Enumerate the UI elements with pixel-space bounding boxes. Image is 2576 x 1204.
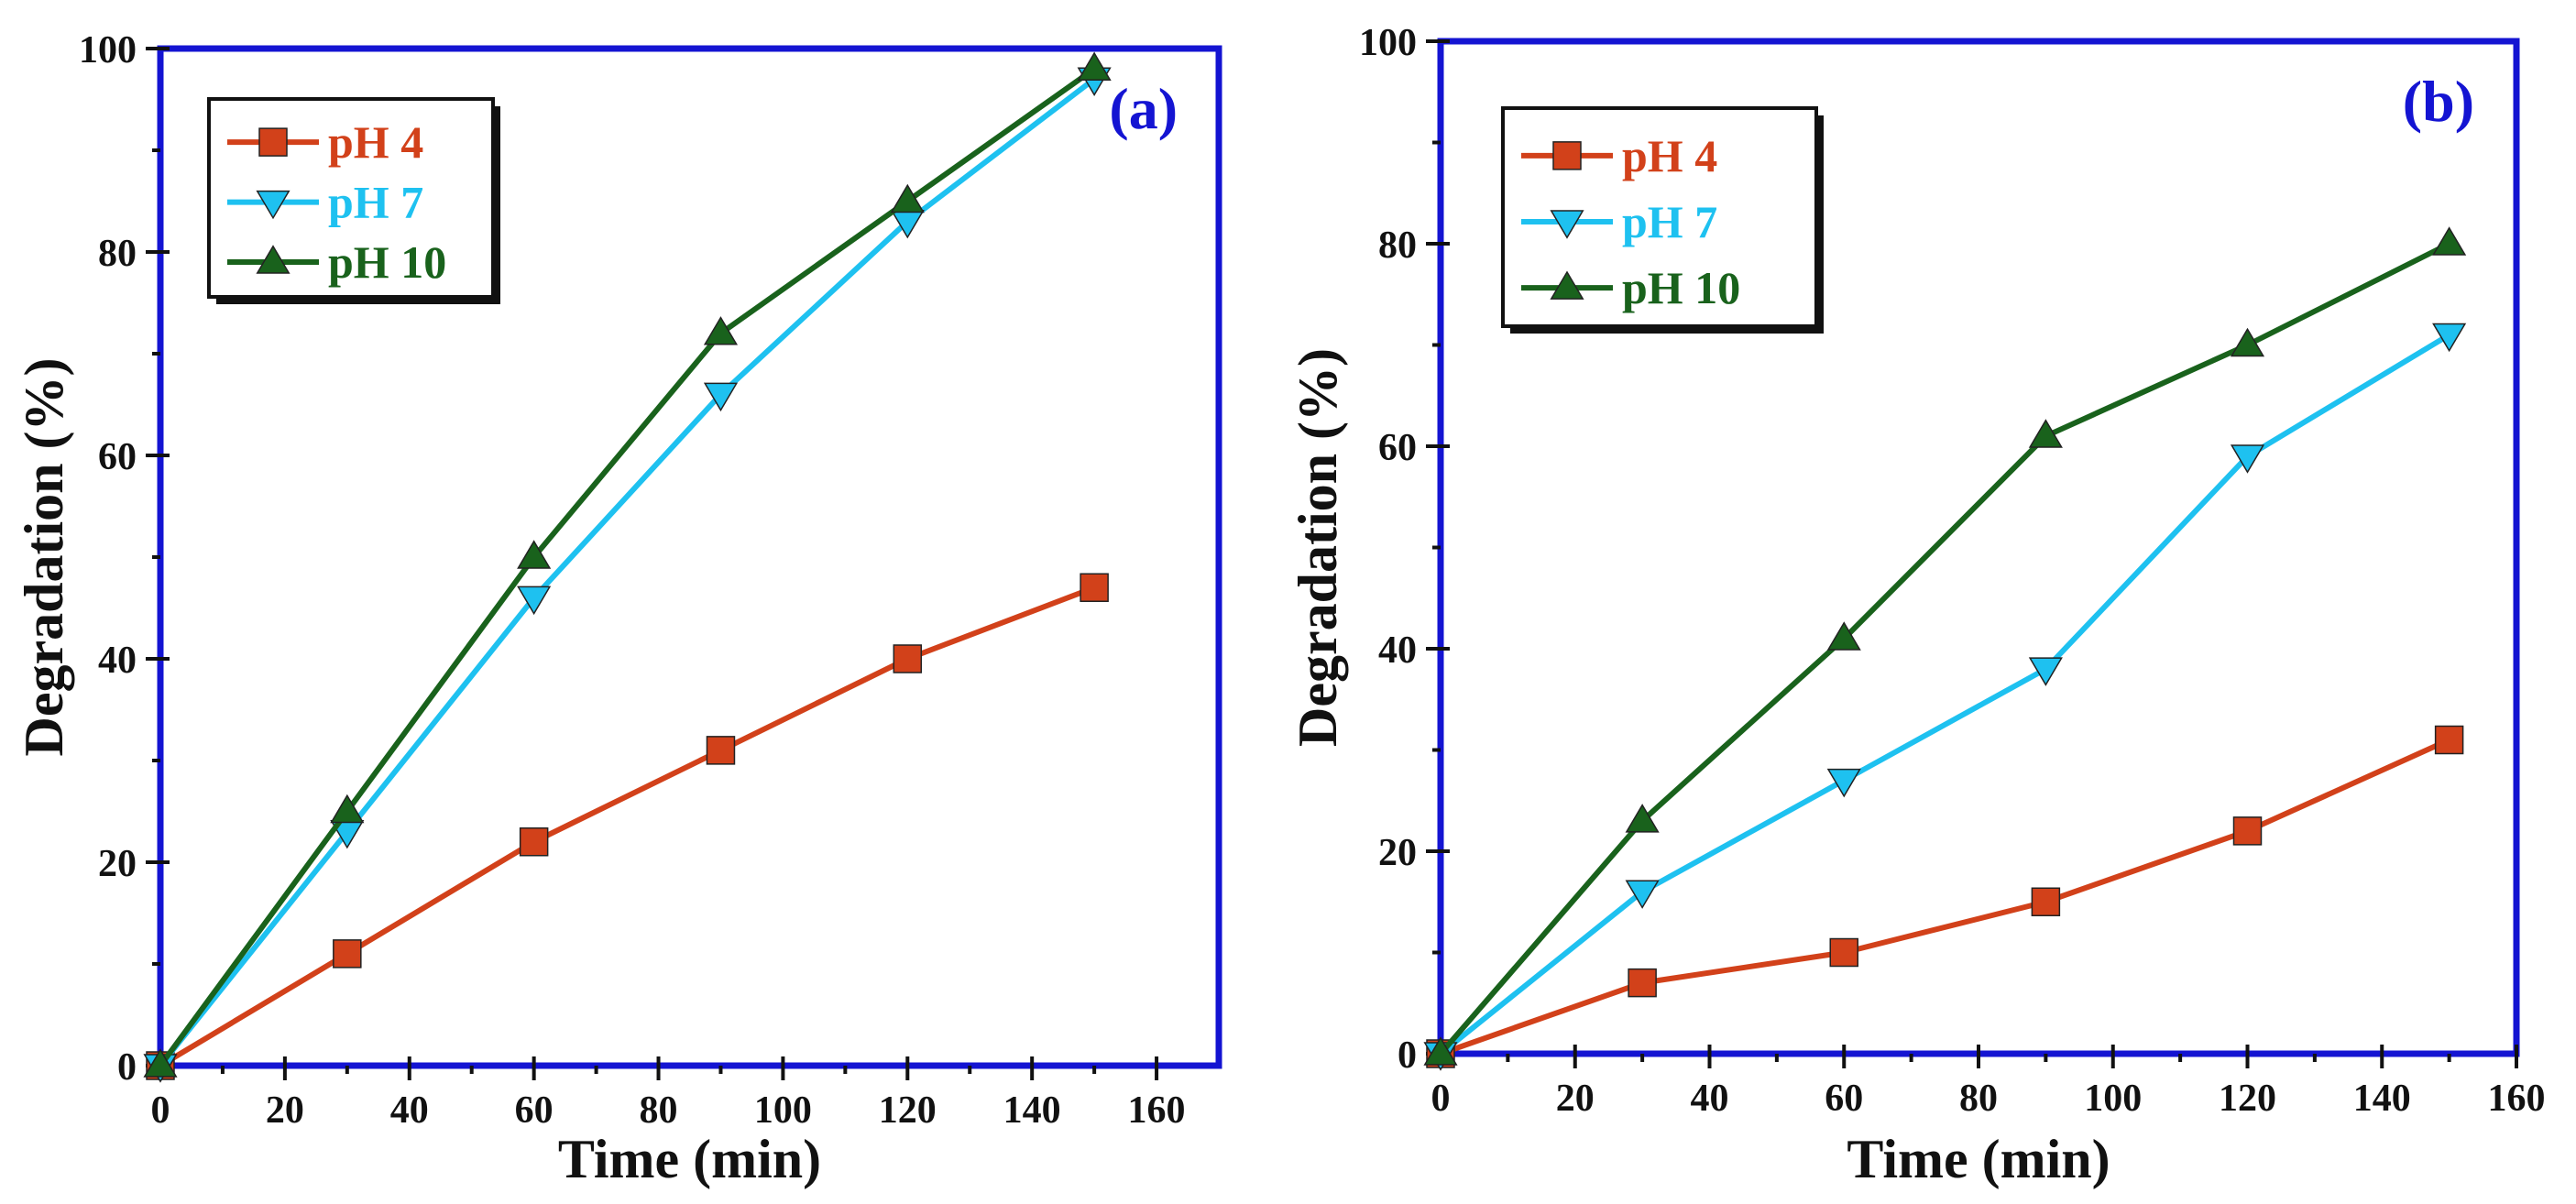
x-tick-label: 60 (515, 1089, 554, 1132)
data-point-ph7 (1826, 768, 1861, 798)
data-point-ph7 (1625, 880, 1660, 909)
y-tick-label: 80 (1378, 224, 1417, 267)
y-tick-label: 40 (98, 640, 137, 682)
data-point-ph4 (2232, 816, 2263, 846)
legend-label: pH 10 (328, 236, 446, 288)
chart-panel-b: 0 20 40 60 80 100 120 140 160 0 20 40 60 80 100 Time (m… (1288, 22, 2546, 1189)
series-line-ph7 (1439, 332, 2451, 1056)
y-axis-title: Degradation (%) (14, 358, 74, 757)
data-point-ph7 (517, 586, 552, 616)
y-tick-label: 0 (117, 1046, 137, 1089)
data-point-ph10 (2028, 419, 2063, 448)
x-tick-label: 20 (1556, 1078, 1595, 1120)
data-point-ph10 (1826, 621, 1861, 651)
y-tick-label: 20 (1378, 832, 1417, 874)
data-point-ph7 (2028, 657, 2063, 686)
x-tick-label: 140 (2353, 1078, 2411, 1120)
legend-label: pH 4 (1622, 130, 1717, 181)
data-point-ph4 (333, 939, 362, 969)
legend-marker (258, 127, 288, 157)
legend-marker (256, 190, 290, 220)
data-point-ph10 (2230, 327, 2265, 357)
legend-marker (1552, 141, 1582, 170)
data-point-ph10 (143, 1048, 178, 1078)
y-tick-label: 80 (98, 233, 137, 275)
data-point-ph4 (893, 644, 923, 673)
series-line-ph10 (1438, 241, 2450, 1056)
x-tick-label: 100 (754, 1089, 812, 1132)
series-line-ph7 (158, 76, 1096, 1067)
data-point-ph4 (2031, 887, 2061, 916)
data-point-ph7 (2432, 323, 2467, 353)
x-tick-label: 160 (2488, 1078, 2546, 1120)
data-point-ph10 (1625, 804, 1660, 833)
y-tick-label: 20 (98, 843, 137, 885)
x-tick-label: 80 (640, 1089, 678, 1132)
data-point-ph10 (1423, 1036, 1458, 1066)
x-tick-label: 0 (151, 1089, 170, 1132)
y-tick-label: 40 (1378, 629, 1417, 672)
data-point-ph10 (2432, 226, 2467, 256)
data-point-ph7 (703, 382, 739, 412)
x-axis-title: Time (min) (1847, 1129, 2110, 1189)
panel-label: (a) (1109, 76, 1178, 141)
legend-marker (1550, 270, 1584, 300)
data-point-ph10 (517, 540, 552, 569)
legend-label: pH 7 (328, 177, 423, 228)
x-tick-label: 80 (1959, 1078, 1998, 1120)
data-point-ph10 (890, 183, 925, 213)
data-point-ph10 (703, 316, 739, 345)
data-point-ph4 (519, 827, 549, 857)
data-point-ph10 (330, 794, 365, 824)
series-line-ph4 (1440, 737, 2450, 1056)
data-point-ph4 (1829, 937, 1858, 968)
legend-marker (1550, 210, 1584, 239)
y-tick-label: 60 (98, 436, 137, 478)
data-point-ph7 (2230, 444, 2265, 474)
legend-label: pH 10 (1622, 262, 1740, 313)
data-point-ph4 (2434, 725, 2464, 755)
x-tick-label: 60 (1825, 1078, 1863, 1120)
y-tick-label: 100 (1359, 22, 1417, 64)
series-line-ph10 (158, 66, 1096, 1067)
data-point-ph10 (1077, 51, 1112, 81)
panel-label: (b) (2403, 69, 2474, 134)
x-tick-label: 120 (2219, 1078, 2276, 1120)
y-tick-label: 60 (1378, 427, 1417, 469)
x-tick-label: 100 (2084, 1078, 2142, 1120)
x-tick-label: 140 (1003, 1089, 1061, 1132)
x-tick-label: 40 (1691, 1078, 1729, 1120)
series-line-ph4 (159, 585, 1096, 1068)
x-axis-title: Time (min) (558, 1129, 821, 1189)
x-tick-label: 40 (390, 1089, 429, 1132)
y-tick-label: 100 (79, 29, 137, 71)
y-tick-label: 0 (1398, 1034, 1417, 1077)
x-tick-label: 120 (879, 1089, 937, 1132)
y-axis-title: Degradation (%) (1288, 348, 1348, 747)
x-tick-label: 160 (1128, 1089, 1186, 1132)
x-tick-label: 20 (266, 1089, 304, 1132)
data-point-ph4 (706, 736, 736, 765)
data-point-ph4 (1080, 573, 1109, 603)
legend-label: pH 4 (328, 116, 423, 168)
data-point-ph4 (1628, 968, 1657, 998)
legend-label: pH 7 (1622, 196, 1717, 247)
legend-marker (256, 245, 290, 274)
x-tick-label: 0 (1431, 1078, 1451, 1120)
